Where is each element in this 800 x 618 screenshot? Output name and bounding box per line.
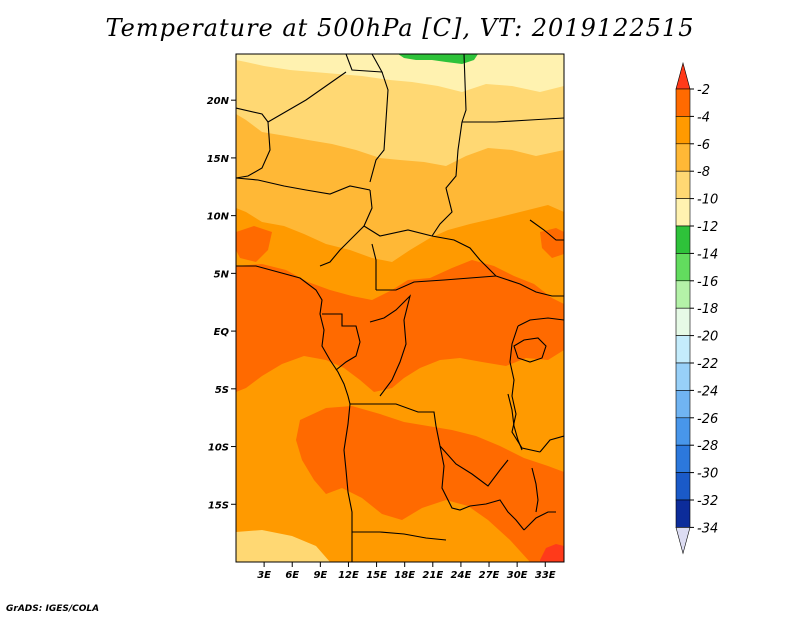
border-angola-coast (343, 403, 353, 562)
border-gulf-coast (236, 265, 351, 405)
lat-tick-label: EQ (214, 327, 230, 338)
temperature-field (236, 54, 564, 562)
grads-credit: GrADS: IGES/COLA (6, 604, 100, 614)
colorbar-band (675, 390, 691, 419)
border-nigeria-cameroon (319, 189, 373, 267)
lon-tick-label: 21E (422, 570, 443, 581)
border-niger-nigeria (236, 177, 371, 195)
border-uganda-kenya (517, 317, 564, 327)
colorbar-band (675, 444, 691, 473)
border-tanzania (539, 435, 564, 453)
colorbar-label: -6 (697, 138, 710, 153)
colorbar-label: -30 (697, 467, 718, 482)
border-mozambique (523, 511, 556, 531)
border-angola-namibia (352, 531, 447, 541)
colorbar-band (675, 499, 691, 528)
colorbar-band (675, 253, 691, 282)
map-axes: 3E 6E 9E 12E 15E 18E 21E 24E 27E 30E 33E 20N 15N 10N 5… (207, 96, 556, 581)
border-south-sudan (495, 275, 564, 297)
field-warm-patch-south (296, 406, 564, 562)
colorbar-label: -20 (697, 330, 718, 345)
border-algeria-libya (345, 54, 383, 73)
border-angola-drc-north (350, 403, 441, 447)
border-drc-zambia (439, 445, 509, 487)
colorbar-label: -18 (697, 302, 718, 317)
colorbar-band (675, 417, 691, 446)
lon-tick-label: 3E (257, 570, 271, 581)
colorbar-label: -10 (697, 193, 718, 208)
lon-tick-label: 24E (451, 570, 472, 581)
lon-tick-label: 6E (285, 570, 299, 581)
colorbar-band (675, 116, 691, 145)
lat-tick-label: 5S (215, 385, 229, 396)
colorbar: -2 -4 -6 -8 -10 -12 -14 -16 -18 -20 -22 -24 -26 -28 -3… (675, 61, 718, 555)
border-ethiopia (529, 219, 564, 241)
field-pale-spot-southwest (236, 530, 330, 562)
lon-tick-label: 12E (338, 570, 359, 581)
colorbar-band (675, 170, 691, 199)
field-hot-spot-southeast (540, 544, 564, 562)
colorbar-label: -16 (697, 275, 718, 290)
lon-tick-label: 27E (479, 570, 500, 581)
colorbar-band (675, 472, 691, 501)
map-frame (235, 53, 565, 563)
border-chad-libya (369, 71, 389, 183)
border-car-sudan (431, 235, 497, 277)
colorbar-band (675, 280, 691, 309)
border-chad-sudan (431, 121, 463, 237)
colorbar-label: -34 (697, 521, 718, 536)
border-angola-zambia (439, 445, 471, 511)
lat-tick-label: 5N (214, 269, 230, 280)
colorbar-label: -8 (697, 165, 710, 180)
lon-tick-label: 33E (535, 570, 556, 581)
border-lake-victoria (513, 337, 547, 363)
border-chad-car (363, 225, 433, 237)
plot-title: Temperature at 500hPa [C], VT: 201912251… (105, 14, 695, 42)
border-gabon (322, 313, 361, 371)
lat-tick-label: 15N (207, 154, 230, 165)
colorbar-label: -22 (697, 357, 718, 372)
field-warm-patch-west (236, 226, 272, 262)
colorbar-band (675, 307, 691, 336)
lon-tick-label: 30E (507, 570, 528, 581)
lon-tick-label: 18E (394, 570, 415, 581)
colorbar-band (675, 225, 691, 254)
lat-tick-label: 20N (207, 96, 230, 107)
border-cameroon-car (371, 243, 377, 290)
colorbar-label: -28 (697, 439, 718, 454)
border-zambia-south (469, 499, 525, 531)
colorbar-band (675, 362, 691, 391)
field-band-minus12 (236, 54, 564, 92)
colorbar-label: -24 (697, 384, 718, 399)
lon-tick-label: 9E (313, 570, 327, 581)
colorbar-band (675, 88, 691, 117)
colorbar-label: -32 (697, 494, 718, 509)
border-sudan-east (462, 117, 564, 123)
border-lake-malawi (531, 467, 539, 513)
lat-tick-label: 10S (208, 443, 229, 454)
lat-tick-label: 10N (207, 212, 230, 223)
lat-tick-label: 15S (208, 500, 229, 511)
border-congo-drc (369, 294, 412, 397)
field-warm-patch-northeast (540, 228, 564, 258)
colorbar-bottom-triangle (675, 527, 691, 555)
border-libya-egypt (461, 54, 467, 123)
colorbar-label: -26 (697, 412, 718, 427)
border-lake-tanganyika (507, 393, 523, 451)
colorbar-band (675, 143, 691, 172)
colorbar-band (675, 198, 691, 227)
colorbar-label: -4 (697, 110, 710, 125)
colorbar-label: -2 (697, 83, 710, 98)
border-west-coast (236, 121, 271, 179)
field-cold-spot-top (398, 54, 478, 64)
lon-tick-label: 15E (366, 570, 387, 581)
colorbar-label: -14 (697, 247, 718, 262)
colorbar-band (675, 335, 691, 364)
political-boundaries (236, 54, 564, 562)
colorbar-label: -12 (697, 220, 718, 235)
colorbar-top-triangle (675, 61, 691, 90)
border-car-south (376, 275, 497, 291)
